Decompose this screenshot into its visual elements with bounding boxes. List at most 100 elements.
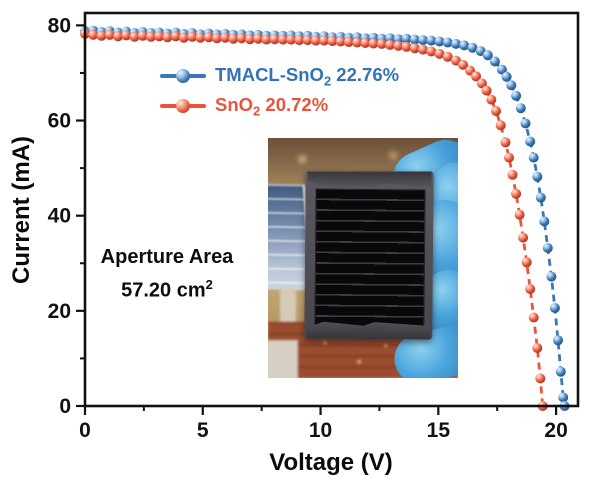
data-point-marker <box>401 41 412 52</box>
data-point-marker <box>555 366 566 377</box>
data-point-marker <box>515 103 526 114</box>
data-point-marker <box>525 284 536 294</box>
data-point-marker <box>532 171 543 182</box>
y-tick-label: 60 <box>48 110 71 133</box>
legend-item-tmacl-sno2: TMACL-SnO2 22.76% <box>160 61 399 91</box>
data-point-marker <box>393 40 404 51</box>
data-point-marker <box>539 216 550 227</box>
data-point-marker <box>178 32 189 43</box>
perovskite-module <box>304 170 434 340</box>
data-point-marker <box>507 169 518 180</box>
data-point-marker <box>261 34 272 45</box>
data-point-marker <box>426 46 437 57</box>
legend-line-blue <box>160 69 206 83</box>
y-tick-label: 0 <box>59 395 71 418</box>
data-point-marker <box>511 90 522 101</box>
legend-label-sno2: SnO2 20.72% <box>215 93 329 119</box>
data-point-marker <box>525 136 536 147</box>
data-point-marker <box>104 29 115 40</box>
data-point-marker <box>504 152 514 163</box>
data-point-marker <box>360 38 371 48</box>
y-tick-label: 20 <box>48 300 71 323</box>
data-point-marker <box>335 36 346 47</box>
data-point-marker <box>352 37 363 48</box>
data-point-marker <box>514 209 525 220</box>
data-point-marker <box>319 35 330 46</box>
data-point-marker <box>558 392 569 403</box>
data-point-marker <box>442 37 453 48</box>
module-active-area <box>314 188 426 336</box>
data-point-marker <box>471 71 481 82</box>
data-point-marker <box>154 31 165 42</box>
data-point-marker <box>486 94 497 105</box>
data-point-marker <box>187 31 198 42</box>
data-point-marker <box>518 232 529 243</box>
data-point-marker <box>418 44 428 55</box>
data-point-marker <box>506 80 517 91</box>
data-point-marker <box>310 35 321 46</box>
data-point-marker <box>203 32 214 43</box>
data-point-marker <box>549 303 560 313</box>
data-point-marker <box>482 50 493 61</box>
data-point-marker <box>496 64 507 75</box>
data-point-marker <box>244 34 255 45</box>
x-tick-label: 10 <box>309 419 332 442</box>
data-point-marker <box>528 312 539 323</box>
data-point-marker <box>401 33 412 44</box>
data-point-marker <box>385 39 395 50</box>
data-point-marker <box>211 33 222 44</box>
data-point-marker <box>501 71 512 82</box>
series-markers-sno2 <box>80 28 548 411</box>
y-axis-title: Current (mA) <box>8 136 35 284</box>
y-tick-label: 40 <box>48 205 71 228</box>
data-point-marker <box>495 120 506 131</box>
data-point-marker <box>146 31 156 42</box>
data-point-marker <box>88 29 99 40</box>
data-point-marker <box>489 56 500 67</box>
legend-label-tmacl-sno2: TMACL-SnO2 22.76% <box>215 63 400 89</box>
data-point-marker <box>511 188 522 199</box>
data-point-marker <box>96 30 107 41</box>
data-point-marker <box>434 48 445 59</box>
data-point-marker <box>434 36 445 47</box>
y-tick-label: 80 <box>48 14 71 37</box>
annotation-line1: Aperture Area <box>100 246 234 268</box>
annotation-line2: 57.20 cm2 <box>121 277 213 302</box>
legend-ball-marker-icon <box>176 99 190 113</box>
data-point-marker <box>195 32 206 43</box>
data-point-marker <box>542 243 553 253</box>
data-point-marker <box>418 35 428 46</box>
data-point-marker <box>294 35 305 46</box>
data-point-marker <box>129 31 140 42</box>
data-point-marker <box>481 85 492 96</box>
data-point-marker <box>521 257 532 268</box>
data-point-marker <box>500 137 511 148</box>
data-point-marker <box>236 33 247 44</box>
data-point-marker <box>458 59 469 70</box>
x-tick-label: 20 <box>544 419 567 442</box>
legend-item-sno2: SnO2 20.72% <box>160 91 399 121</box>
data-point-marker <box>528 152 539 163</box>
data-point-marker <box>520 118 531 129</box>
data-point-marker <box>170 31 181 42</box>
data-point-marker <box>343 37 354 47</box>
data-point-marker <box>532 343 543 353</box>
data-point-marker <box>327 36 338 47</box>
x-axis-title: Voltage (V) <box>269 449 393 476</box>
data-point-marker <box>137 30 148 41</box>
data-point-marker <box>121 30 132 41</box>
data-point-marker <box>546 271 557 282</box>
data-point-marker <box>113 31 123 42</box>
x-tick-label: 5 <box>197 419 209 442</box>
data-point-marker <box>459 40 470 51</box>
data-point-marker <box>476 78 487 89</box>
data-point-marker <box>269 34 280 45</box>
data-point-marker <box>467 42 478 53</box>
x-tick-label: 0 <box>79 419 91 442</box>
data-point-marker <box>491 106 501 116</box>
data-point-marker <box>535 373 546 384</box>
data-point-marker <box>286 34 297 45</box>
data-point-marker <box>442 51 453 62</box>
